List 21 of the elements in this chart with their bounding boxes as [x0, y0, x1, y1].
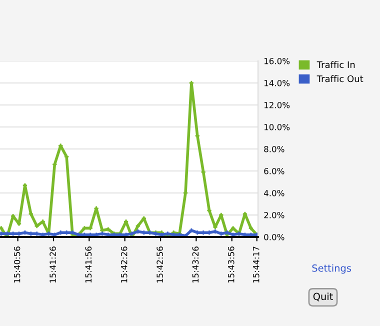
x-tick-label: 15:43:26 [192, 246, 199, 283]
y-tick-label: 2.0% [264, 212, 284, 218]
x-tick-label: 15:42:26 [120, 246, 128, 283]
legend-label: Traffic In [316, 61, 355, 68]
y-tick-label: 10.0% [264, 124, 290, 130]
text: Quit [313, 292, 333, 302]
x-tick-label: 15:41:56 [85, 246, 92, 283]
y-tick-label: 6.0% [264, 168, 284, 174]
x-tick-label: 15:44:17 [253, 246, 260, 283]
y-tick-label: 0.0% [264, 234, 284, 240]
y-tick-label: 8.0% [264, 146, 284, 152]
legend-label: Traffic Out [316, 75, 364, 82]
x-tick-label: 15:41:26 [50, 246, 56, 283]
y-tick-label: 14.0% [264, 80, 290, 86]
x-tick-label: 15:42:56 [156, 246, 163, 283]
y-tick-label: 4.0% [264, 190, 284, 196]
x-tick-label: 15:40:56 [14, 246, 20, 283]
x-tick-label: 15:43:56 [228, 246, 234, 283]
y-tick-label: 16.0% [264, 58, 290, 64]
text: Settings [312, 264, 352, 274]
y-tick-label: 12.0% [264, 102, 290, 108]
